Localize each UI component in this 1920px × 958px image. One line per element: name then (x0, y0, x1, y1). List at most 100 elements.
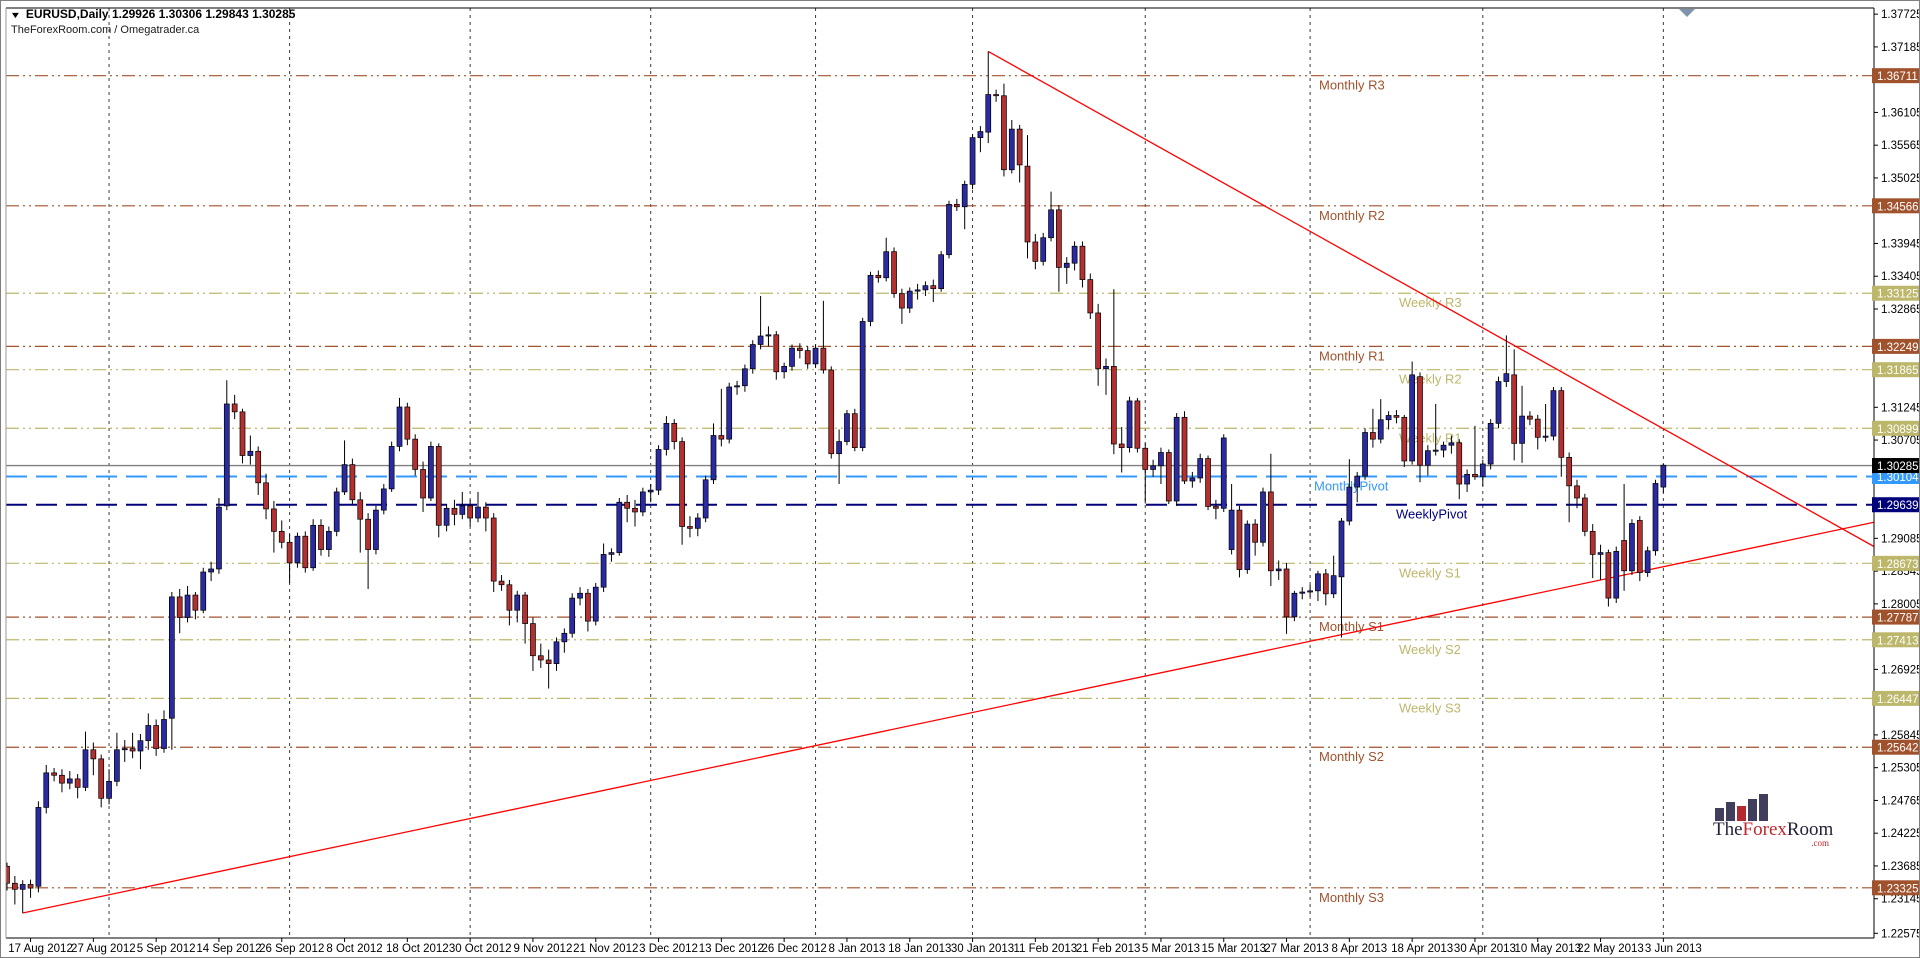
candle-bull (742, 368, 748, 387)
date-label: 3 Dec 2012 (639, 943, 698, 955)
candle-bull (1173, 416, 1180, 502)
date-label: 26 Dec 2012 (762, 943, 827, 955)
logo-wordmark: TheForexRoom (1713, 819, 1834, 840)
trendline-upper-descending (987, 50, 1874, 548)
candle-bear (891, 251, 897, 294)
price-badge-weekly-s1-text: 1.28673 (1877, 559, 1919, 571)
date-label: 8 Oct 2012 (326, 943, 382, 955)
watermark-text: TheForexRoom.com / Omegatrader.ca (11, 24, 200, 36)
price-badge-monthly-s1-text: 1.27787 (1877, 613, 1919, 625)
candle-bull (1040, 237, 1047, 262)
price-badge-monthly-s2 (1872, 739, 1919, 755)
candle-bear (506, 584, 513, 611)
candle-bear (875, 274, 882, 279)
price-badge-weekly-s2-text: 1.27413 (1877, 635, 1919, 647)
candle-bull (789, 347, 795, 367)
candle-bull (1464, 473, 1470, 485)
candle-bull (388, 446, 395, 490)
price-tick-label: 1.35565 (1881, 140, 1920, 152)
candle-bull (443, 507, 450, 526)
price-tick-label: 1.24765 (1881, 795, 1920, 807)
price-tick-label: 1.32865 (1881, 304, 1920, 316)
price-badge-monthly-s3-text: 1.23325 (1877, 883, 1919, 895)
candle-bull (1307, 590, 1313, 593)
candle-bear (420, 469, 426, 499)
pivot-label-weekly-r3: Weekly R3 (1399, 295, 1462, 310)
candle-bull (106, 780, 112, 799)
candle-bear (1165, 452, 1172, 502)
candle-bull (655, 449, 662, 491)
candle-bear (1079, 245, 1086, 280)
candle-bull (1440, 444, 1447, 451)
candle-bear (953, 203, 960, 208)
candle-bull (428, 446, 434, 499)
date-label: 30 Oct 2012 (449, 943, 512, 955)
candle-bull (1228, 509, 1235, 550)
price-badge-monthly-s1 (1872, 609, 1919, 625)
pivot-label-weeklypivot: WeeklyPivot (1396, 507, 1468, 522)
price-tick-label: 1.35025 (1881, 173, 1920, 185)
candle-bull (663, 423, 670, 450)
candle-bear (1456, 442, 1463, 485)
candle-bear (271, 508, 277, 532)
candle-bear (1283, 568, 1290, 618)
candle-bull (1503, 373, 1510, 382)
candle-bull (702, 479, 709, 519)
date-label: 26 Sep 2012 (259, 943, 324, 955)
candle-bull (19, 884, 26, 890)
candle-bull (1385, 415, 1392, 421)
candle-bull (938, 254, 945, 290)
candle-bull (757, 335, 764, 345)
candle-bear (899, 293, 905, 309)
candle-bear (1393, 415, 1400, 418)
candle-bear (1056, 209, 1062, 268)
date-label: 13 Dec 2012 (699, 943, 764, 955)
candle-bull (1613, 551, 1620, 599)
candle-bear (349, 464, 356, 501)
candle-bull (569, 597, 576, 634)
candle-bear (1134, 400, 1141, 449)
candle-bull (82, 749, 89, 788)
price-tick-label: 1.36105 (1881, 107, 1920, 119)
price-tick-label: 1.33405 (1881, 271, 1920, 283)
candle-bull (647, 489, 654, 493)
candle-bull (326, 531, 332, 550)
candle-bear (357, 499, 364, 520)
candle-bear (1401, 416, 1408, 462)
candle-bull (1377, 419, 1384, 440)
candle-bull (985, 94, 992, 133)
candle-bear (1527, 415, 1533, 420)
price-badge-monthly-r3-text: 1.36711 (1877, 71, 1918, 83)
candle-bear (1566, 456, 1573, 487)
theforexroom-logo: TheForexRoom .com (1713, 793, 1833, 848)
price-badge-monthly-r1-text: 1.32249 (1877, 342, 1919, 354)
candle-bull (946, 203, 952, 256)
candle-bull (1158, 452, 1164, 467)
candle-bull (396, 406, 403, 447)
candle-bull (1479, 463, 1486, 478)
chevron-down-icon[interactable]: ▼ (9, 10, 22, 20)
date-label: 27 Aug 2012 (71, 943, 136, 955)
date-label: 5 Sep 2012 (137, 943, 196, 955)
candle-bull (1629, 523, 1635, 572)
candle-bear (1581, 497, 1588, 532)
pivot-label-weekly-s3: Weekly S3 (1399, 700, 1461, 715)
candle-bear (1322, 573, 1329, 595)
date-label: 21 Nov 2012 (573, 943, 638, 955)
price-badge-weeklypivot (1872, 497, 1919, 513)
candle-bull (114, 749, 120, 782)
candle-bear (1558, 390, 1565, 458)
candle-bull (977, 131, 984, 138)
candle-bear (483, 506, 489, 519)
price-tick-label: 1.22575 (1881, 928, 1920, 940)
price-badge-weekly-r2-text: 1.31865 (1877, 365, 1919, 377)
candle-bear (820, 347, 827, 371)
price-badge-monthly-r3 (1872, 68, 1919, 84)
candle-bear (318, 524, 324, 550)
price-tick-label: 1.25845 (1881, 730, 1920, 742)
candle-bear (1236, 509, 1243, 570)
scroll-to-end-marker[interactable] (1679, 9, 1695, 17)
candle-bull (247, 450, 254, 456)
candle-bear (1589, 531, 1596, 555)
candle-bull (1275, 568, 1282, 572)
